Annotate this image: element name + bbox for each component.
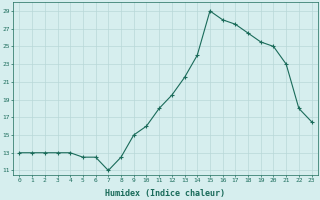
X-axis label: Humidex (Indice chaleur): Humidex (Indice chaleur) xyxy=(106,189,226,198)
